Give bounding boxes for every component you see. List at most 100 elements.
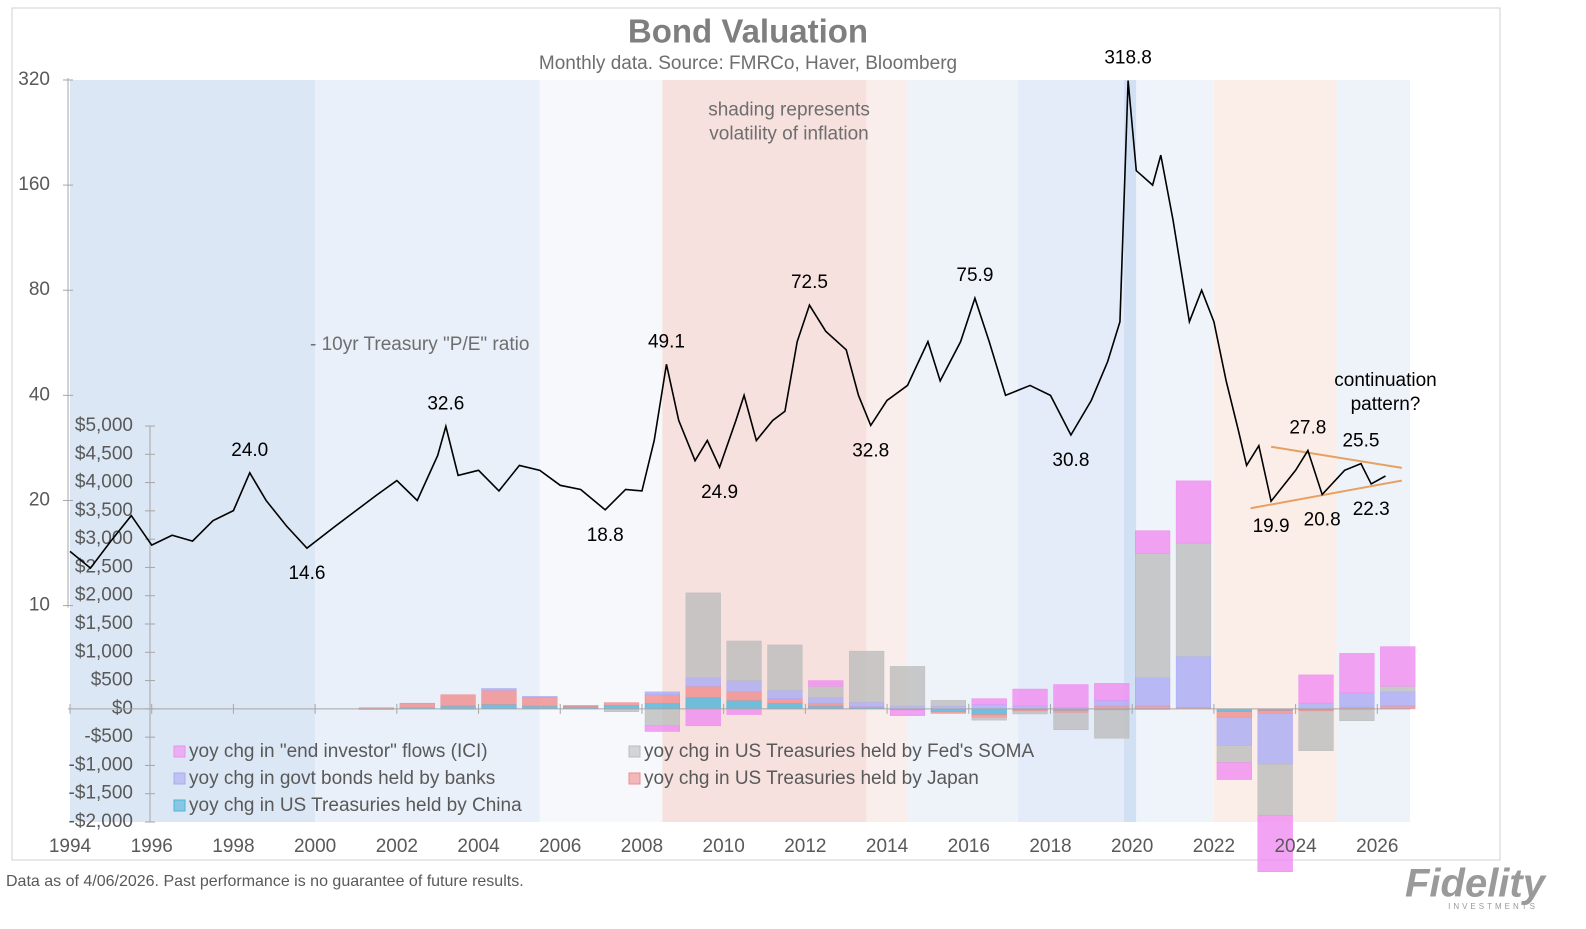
- x-tick-label: 2022: [1193, 836, 1235, 857]
- flow-bar: [685, 592, 721, 678]
- x-tick-label: 2006: [539, 836, 581, 857]
- flow-bar: [1380, 691, 1416, 707]
- flow-bar: [971, 704, 1007, 710]
- y2-tick-label: -$1,500: [69, 783, 133, 804]
- flow-bar: [603, 702, 640, 706]
- flow-bar: [767, 644, 803, 691]
- legend-label: yoy chg in US Treasuries held by China: [189, 795, 522, 816]
- legend-swatch: [173, 799, 186, 812]
- value-label: 75.9: [956, 265, 993, 286]
- flow-bar: [603, 705, 640, 710]
- pe-line: [69, 80, 1386, 570]
- annotation: continuation pattern?: [1334, 370, 1436, 415]
- flow-bar: [685, 697, 721, 710]
- y2-tick-label: $500: [91, 670, 133, 691]
- flow-bar: [1012, 688, 1048, 707]
- value-label: 14.6: [288, 563, 325, 584]
- flow-bar: [930, 711, 966, 714]
- flow-bar: [1053, 710, 1089, 714]
- inflation-shading: [1124, 80, 1137, 822]
- value-label: 24.0: [231, 440, 268, 461]
- flow-bar: [1135, 553, 1171, 678]
- flow-bar: [1339, 709, 1375, 721]
- flow-bar: [644, 708, 680, 727]
- flow-bar: [971, 708, 1007, 715]
- flow-bar: [1053, 684, 1089, 708]
- y2-tick-label: $4,500: [75, 443, 133, 464]
- inflation-shading: [1136, 80, 1214, 822]
- flow-bar: [767, 702, 803, 710]
- flow-bar: [971, 714, 1007, 718]
- inflation-shading: [70, 80, 316, 822]
- y2-tick-label: $2,000: [75, 585, 133, 606]
- y-tick-label: 160: [18, 174, 50, 195]
- x-tick-label: 2000: [294, 836, 336, 857]
- y2-tick-label: $1,500: [75, 613, 133, 634]
- y-tick-label: 10: [29, 595, 50, 616]
- annotation-line: continuation: [1334, 370, 1436, 391]
- flow-bar: [1094, 700, 1130, 707]
- flow-bar: [1216, 717, 1252, 746]
- y2-tick-label: -$1,000: [69, 754, 133, 775]
- x-tick-label: 2018: [1029, 836, 1071, 857]
- flow-bar: [930, 700, 966, 707]
- flow-bar: [808, 685, 844, 698]
- flow-bar: [563, 705, 599, 707]
- flow-bar: [644, 694, 680, 704]
- flow-bar: [1094, 683, 1130, 701]
- flow-bar: [1380, 646, 1416, 687]
- chart-title: Bond Valuation: [628, 13, 868, 50]
- y2-tick-label: $2,500: [75, 556, 133, 577]
- value-label: 22.3: [1353, 499, 1390, 520]
- flow-bar: [767, 689, 803, 699]
- annotation-line: volatility of inflation: [709, 123, 868, 144]
- flow-bar: [971, 717, 1007, 721]
- legend-swatch: [628, 745, 641, 758]
- value-label: 49.1: [648, 331, 685, 352]
- flow-bar: [889, 666, 926, 707]
- value-label: 20.8: [1304, 510, 1341, 531]
- y-tick-label: 20: [29, 489, 50, 510]
- legend-label: yoy chg in US Treasuries held by Fed's S…: [644, 741, 1034, 762]
- flow-bar: [726, 700, 762, 710]
- value-label: 32.8: [852, 440, 889, 461]
- flow-bar: [1094, 709, 1130, 739]
- legend-swatch: [628, 772, 641, 785]
- flow-bar: [1135, 530, 1171, 554]
- x-tick-label: 2016: [948, 836, 990, 857]
- flow-bar: [1216, 711, 1252, 718]
- legend-label: yoy chg in govt bonds held by banks: [189, 768, 495, 789]
- y2-tick-label: -$500: [84, 726, 133, 747]
- flow-bar: [522, 696, 558, 698]
- inflation-shading: [539, 80, 663, 822]
- chart-frame: [11, 7, 1501, 861]
- logo-sub: INVESTMENTS: [1448, 902, 1538, 911]
- flow-bar: [889, 709, 926, 716]
- trendline: [1270, 445, 1402, 469]
- legend-label: yoy chg in "end investor" flows (ICI): [189, 741, 488, 762]
- trendline: [1250, 479, 1403, 510]
- flow-bar: [1257, 764, 1293, 816]
- flow-bar: [1175, 655, 1212, 708]
- y2-tick-label: $3,500: [75, 500, 133, 521]
- flow-bar: [1012, 710, 1048, 715]
- flow-bar: [1298, 710, 1334, 751]
- value-label: 25.5: [1342, 431, 1379, 452]
- annotation-line: pattern?: [1351, 394, 1421, 415]
- flow-bar: [1257, 710, 1293, 714]
- flow-bar: [1135, 677, 1171, 707]
- legend-swatch: [173, 772, 186, 785]
- x-tick-label: 2020: [1111, 836, 1153, 857]
- inflation-shading: [907, 80, 1018, 822]
- value-label: 24.9: [701, 482, 738, 503]
- flow-bar: [1380, 685, 1416, 693]
- flow-bar: [1339, 653, 1375, 694]
- inflation-shading: [315, 80, 540, 822]
- value-label: 27.8: [1289, 418, 1326, 439]
- value-label: 72.5: [791, 272, 828, 293]
- flow-bar: [1298, 674, 1334, 704]
- x-tick-label: 2008: [621, 836, 663, 857]
- legend-swatch: [173, 745, 186, 758]
- value-label: 18.8: [587, 525, 624, 546]
